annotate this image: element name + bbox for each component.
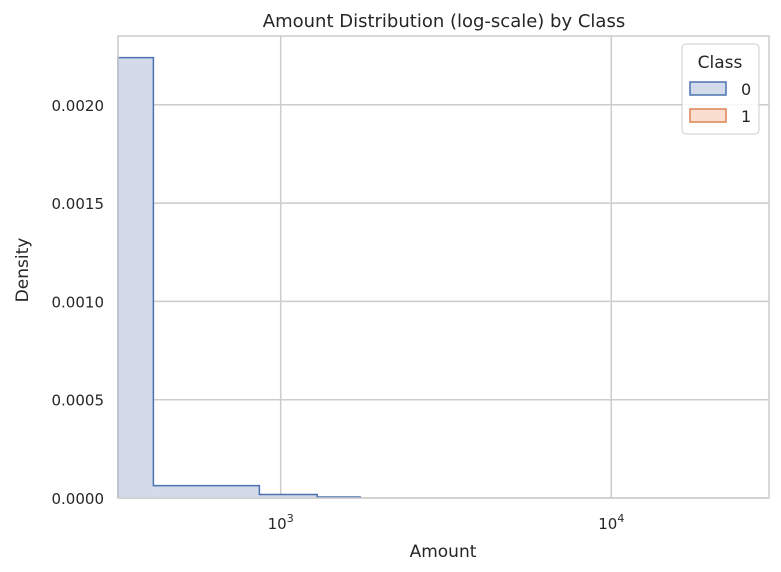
histogram-outline-class-0: [117, 56, 361, 498]
histogram-bar-class-0: [153, 485, 260, 498]
x-axis-label: Amount: [410, 542, 477, 562]
x-tick-label: 103: [268, 512, 294, 533]
legend-label-class-0: 0: [741, 80, 751, 99]
y-tick-label: 0.0020: [52, 97, 105, 115]
histogram-bar-class-0: [259, 494, 318, 498]
plot-frame: [117, 35, 770, 499]
y-tick-label: 0.0000: [52, 490, 105, 508]
legend-label-class-1: 1: [741, 107, 751, 126]
x-tick-label: 104: [598, 512, 624, 533]
grid-lines: [118, 36, 769, 499]
y-axis-label: Density: [13, 238, 33, 303]
x-tick-labels: 103 104: [268, 512, 625, 533]
chart-title: Amount Distribution (log-scale) by Class: [263, 11, 625, 32]
histogram-bars: [117, 56, 361, 499]
y-tick-label: 0.0015: [52, 195, 105, 213]
y-tick-label: 0.0005: [52, 392, 105, 410]
y-tick-label: 0.0010: [52, 293, 105, 311]
y-tick-labels: 0.0000 0.0005 0.0010 0.0015 0.0020: [52, 97, 105, 508]
legend-swatch-class-0: [689, 81, 727, 96]
histogram-bar-class-0: [118, 57, 154, 499]
legend-swatch-class-1: [689, 108, 727, 123]
legend: Class 0 1: [681, 43, 760, 135]
legend-title: Class: [698, 53, 743, 73]
